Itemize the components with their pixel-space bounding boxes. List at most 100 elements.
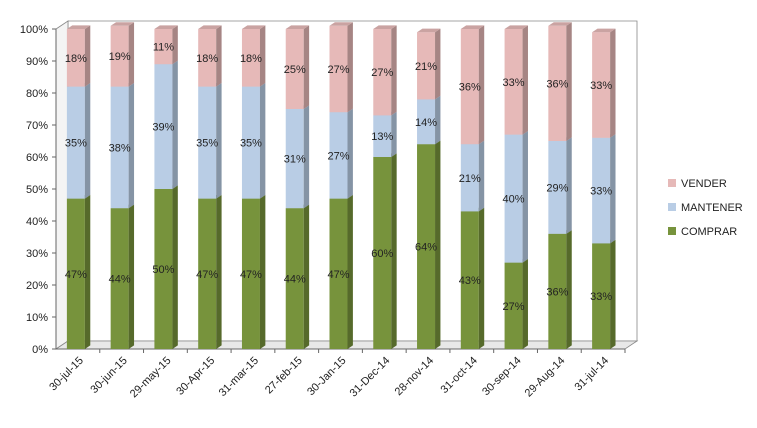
bar-segment-vender (154, 25, 178, 65)
bar-side (391, 153, 397, 349)
bar-front (154, 29, 173, 65)
data-label: 47% (196, 269, 218, 281)
bar-segment-mantener (417, 95, 441, 145)
bar-side (259, 25, 266, 87)
y-tick-label: 60% (26, 152, 48, 164)
bar-front (154, 189, 173, 349)
bar-front (592, 137, 611, 244)
bar-side (391, 111, 397, 157)
x-tick-label: 30-jun-15 (88, 355, 129, 396)
bar-segment-vender (504, 25, 528, 135)
bar-side (128, 204, 135, 349)
bar-side (522, 25, 528, 135)
plot-side-wall (55, 20, 69, 350)
data-label: 33% (590, 80, 612, 92)
legend-label: MANTENER (681, 202, 743, 214)
bar-front (417, 144, 436, 349)
y-tick-label: 90% (26, 56, 48, 68)
bar-segment-vender (460, 25, 485, 145)
data-label: 14% (415, 117, 437, 129)
bar-side (84, 25, 91, 87)
bar-front (241, 86, 260, 199)
bar-segment-comprar (241, 195, 266, 349)
bar-front (198, 29, 217, 87)
bar-segment-vender (241, 25, 266, 87)
bar-top (460, 25, 485, 29)
bar-front (110, 25, 129, 87)
bar-front (329, 112, 348, 199)
data-label: 36% (546, 286, 568, 298)
legend-item-comprar: COMPRAR (668, 226, 737, 238)
bar-side (522, 259, 528, 349)
bar-segment-vender (66, 25, 91, 87)
bar-side (347, 22, 353, 113)
x-tick-label: 27-feb-15 (263, 355, 305, 397)
data-label: 35% (240, 138, 262, 150)
bar-front (504, 262, 523, 349)
bar-top (241, 25, 266, 29)
bar-side (478, 25, 485, 145)
bar-side (172, 185, 178, 349)
bar-front (110, 208, 129, 349)
bar-front (241, 198, 260, 349)
bar-front (548, 141, 567, 234)
x-tick-label: 30-Apr-15 (174, 355, 217, 398)
bar-front (460, 29, 479, 145)
y-tick-label: 50% (26, 184, 48, 196)
data-label: 25% (284, 64, 306, 76)
bar-front (110, 86, 129, 209)
data-label: 44% (284, 274, 306, 286)
bar-side (610, 239, 616, 349)
data-label: 27% (371, 67, 393, 79)
data-label: 31% (284, 154, 306, 166)
bar-top (329, 22, 353, 26)
data-label: 35% (196, 138, 218, 150)
bar-segment-comprar (460, 207, 485, 349)
bar-segment-mantener (592, 134, 616, 244)
legend-swatch (668, 227, 676, 235)
x-tick-label: 30-Jan-15 (305, 355, 349, 399)
x-tick-label: 31-oct-14 (439, 355, 480, 396)
bar-side (478, 140, 485, 212)
data-label: 18% (240, 53, 262, 65)
bar-top (373, 25, 397, 29)
bar-side (435, 140, 441, 349)
bar-top (154, 25, 178, 29)
bar-segment-mantener (66, 83, 91, 199)
data-label: 47% (240, 269, 262, 281)
data-label: 18% (196, 53, 218, 65)
bar-side (391, 25, 397, 116)
bar-top (592, 28, 616, 33)
y-tick-label: 0% (32, 344, 48, 356)
data-label: 27% (503, 301, 525, 313)
bar-front (329, 25, 348, 113)
data-label: 40% (503, 194, 525, 206)
bar-side (259, 83, 266, 199)
bar-segment-mantener (373, 111, 397, 157)
x-tick-label: 29-may-15 (128, 355, 174, 401)
data-label: 19% (109, 51, 131, 63)
data-label: 13% (371, 131, 393, 143)
bar-segment-mantener (198, 83, 222, 199)
data-label: 50% (152, 264, 174, 276)
data-label: 64% (415, 242, 437, 254)
bar-side (128, 83, 135, 209)
bar-side (522, 131, 528, 263)
bar-front (285, 29, 304, 109)
bar-front (417, 99, 436, 145)
data-label: 21% (415, 61, 437, 73)
bar-side (347, 195, 353, 349)
data-label: 27% (327, 64, 349, 76)
bar-front (373, 29, 392, 116)
bar-front (66, 86, 85, 199)
bar-side (435, 95, 441, 145)
bar-segment-vender (198, 25, 222, 87)
bar-side (84, 83, 91, 199)
legend-swatch (668, 179, 676, 187)
bar-top (504, 25, 528, 29)
data-label: 35% (65, 138, 87, 150)
bar-segment-comprar (548, 230, 572, 349)
bar-front (66, 198, 85, 349)
bar-side (216, 25, 222, 87)
